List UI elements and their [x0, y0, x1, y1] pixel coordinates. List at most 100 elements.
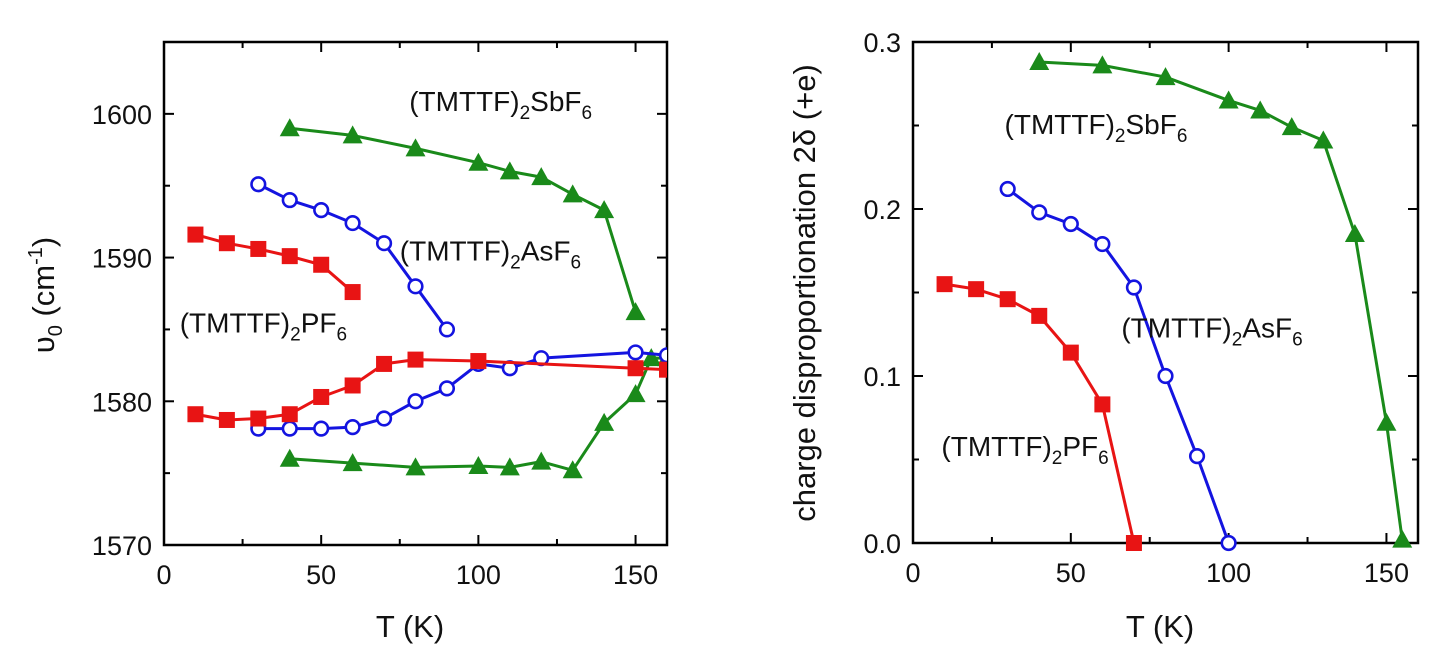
- right-series-1: [999, 180, 1237, 552]
- left-series-label-mid: SbF: [530, 86, 581, 117]
- right-series: [936, 52, 1413, 552]
- right-data-point: [1125, 279, 1143, 296]
- left-data-point: [627, 360, 644, 377]
- right-data-point: [1188, 448, 1206, 465]
- left-data-point: [344, 214, 361, 232]
- right-data-point: [999, 180, 1016, 198]
- left-data-point: [438, 380, 456, 397]
- left-data-point: [659, 361, 667, 378]
- left-data-point: [344, 419, 361, 436]
- right-series-line: [1006, 187, 1231, 544]
- left-series: [187, 118, 667, 479]
- right-series-label-mid: PF: [1062, 431, 1098, 462]
- left-data-point: [468, 152, 489, 171]
- left-data-point: [375, 410, 393, 427]
- right-data-point: [1344, 224, 1365, 243]
- left-data-point: [499, 457, 520, 476]
- right-series-label-sub: 2: [1115, 126, 1126, 147]
- right-series-label-pre: (TMTTF): [1121, 313, 1231, 344]
- right-x-axis-title: T (K): [1126, 609, 1194, 644]
- left-data-point: [187, 406, 204, 423]
- left-series-5: [187, 351, 667, 428]
- right-data-point: [1218, 90, 1239, 109]
- right-data-point: [968, 281, 985, 298]
- right-data-point: [1092, 55, 1113, 74]
- left-series-label-sub: 2: [290, 324, 301, 345]
- right-series-2: [936, 276, 1142, 551]
- left-series-label-sub2: 6: [582, 103, 593, 124]
- right-series-line: [1039, 60, 1404, 540]
- right-series-label-pre: (TMTTF): [941, 431, 1051, 462]
- left-y-tick-label: 1580: [92, 387, 152, 417]
- left-series-line: [289, 126, 637, 313]
- right-series-label-mid: SbF: [1126, 109, 1177, 140]
- left-series-line: [289, 356, 667, 472]
- right-data-point: [1031, 307, 1048, 324]
- right-series-label-sub2: 6: [1292, 330, 1303, 351]
- left-x-tick-label: 150: [613, 560, 658, 590]
- left-data-point: [594, 412, 615, 431]
- right-data-point: [1250, 100, 1271, 119]
- right-data-point: [1125, 535, 1142, 551]
- right-data-point: [1094, 235, 1111, 253]
- right-series-label-mid: AsF: [1242, 313, 1292, 344]
- left-data-point: [279, 118, 300, 137]
- left-y-axis-symbol: υ: [26, 336, 61, 353]
- left-data-point: [627, 344, 644, 361]
- left-series-label: (TMTTF)2SbF6: [409, 86, 592, 124]
- right-series-label: (TMTTF)2SbF6: [1005, 109, 1188, 147]
- left-series-label-pre: (TMTTF): [180, 307, 290, 338]
- left-x-tick-label: 100: [456, 560, 501, 590]
- left-data-point: [405, 138, 426, 157]
- right-data-point: [1062, 215, 1079, 233]
- left-data-point: [250, 240, 267, 257]
- right-annotations: (TMTTF)2SbF6(TMTTF)2AsF6(TMTTF)2PF6: [941, 109, 1302, 469]
- left-y-axis-title: υ0 (cm-1): [25, 237, 67, 353]
- left-data-point: [625, 384, 646, 403]
- right-data-point: [999, 291, 1016, 308]
- left-data-point: [405, 457, 426, 476]
- left-data-point: [470, 353, 487, 370]
- left-series-0: [279, 118, 646, 321]
- right-data-point: [1313, 130, 1334, 149]
- left-x-tick-label: 50: [306, 560, 336, 590]
- right-data-point: [1157, 367, 1174, 385]
- left-data-point: [531, 167, 552, 186]
- right-x-tick-label: 0: [905, 558, 920, 588]
- left-series-label-sub2: 6: [336, 324, 347, 345]
- left-data-point: [342, 453, 363, 472]
- right-series-label-sub2: 6: [1098, 448, 1109, 469]
- right-y-tick-label: 0.2: [863, 195, 901, 225]
- left-data-point: [562, 184, 583, 203]
- left-data-point: [407, 351, 424, 368]
- left-series-label-mid: AsF: [521, 235, 571, 266]
- left-data-point: [594, 200, 615, 219]
- left-data-point: [641, 348, 662, 367]
- left-y-tick-label: 1570: [92, 531, 152, 561]
- left-data-point: [562, 460, 583, 479]
- left-ticks: 0 50 100 150 1570 1580 1590 1600: [92, 41, 667, 590]
- left-data-point: [342, 125, 363, 144]
- left-y-axis-unit-sup: -1: [25, 247, 47, 265]
- left-y-tick-label: 1590: [92, 244, 152, 274]
- right-ticks: 0 50 100 150 0.0 0.1 0.2 0.3: [863, 28, 1418, 588]
- right-series-clip: [936, 52, 1413, 552]
- left-y-tick-label: 1600: [92, 100, 152, 130]
- left-data-point: [531, 451, 552, 470]
- left-data-point: [313, 388, 330, 405]
- left-data-point: [407, 278, 424, 295]
- right-data-point: [936, 276, 953, 293]
- left-series-4: [187, 226, 361, 301]
- left-data-point: [281, 191, 298, 209]
- left-data-point: [279, 448, 300, 467]
- right-y-axis-title: charge disproportionation 2δ (+e): [787, 64, 822, 522]
- left-data-point: [658, 347, 667, 364]
- left-y-axis-unit: (cm: [26, 265, 61, 325]
- left-data-point: [313, 256, 330, 273]
- left-series-label: (TMTTF)2AsF6: [400, 235, 581, 273]
- left-series-label-mid: PF: [301, 307, 337, 338]
- left-data-point: [313, 202, 330, 219]
- left-series-clip: [187, 118, 667, 479]
